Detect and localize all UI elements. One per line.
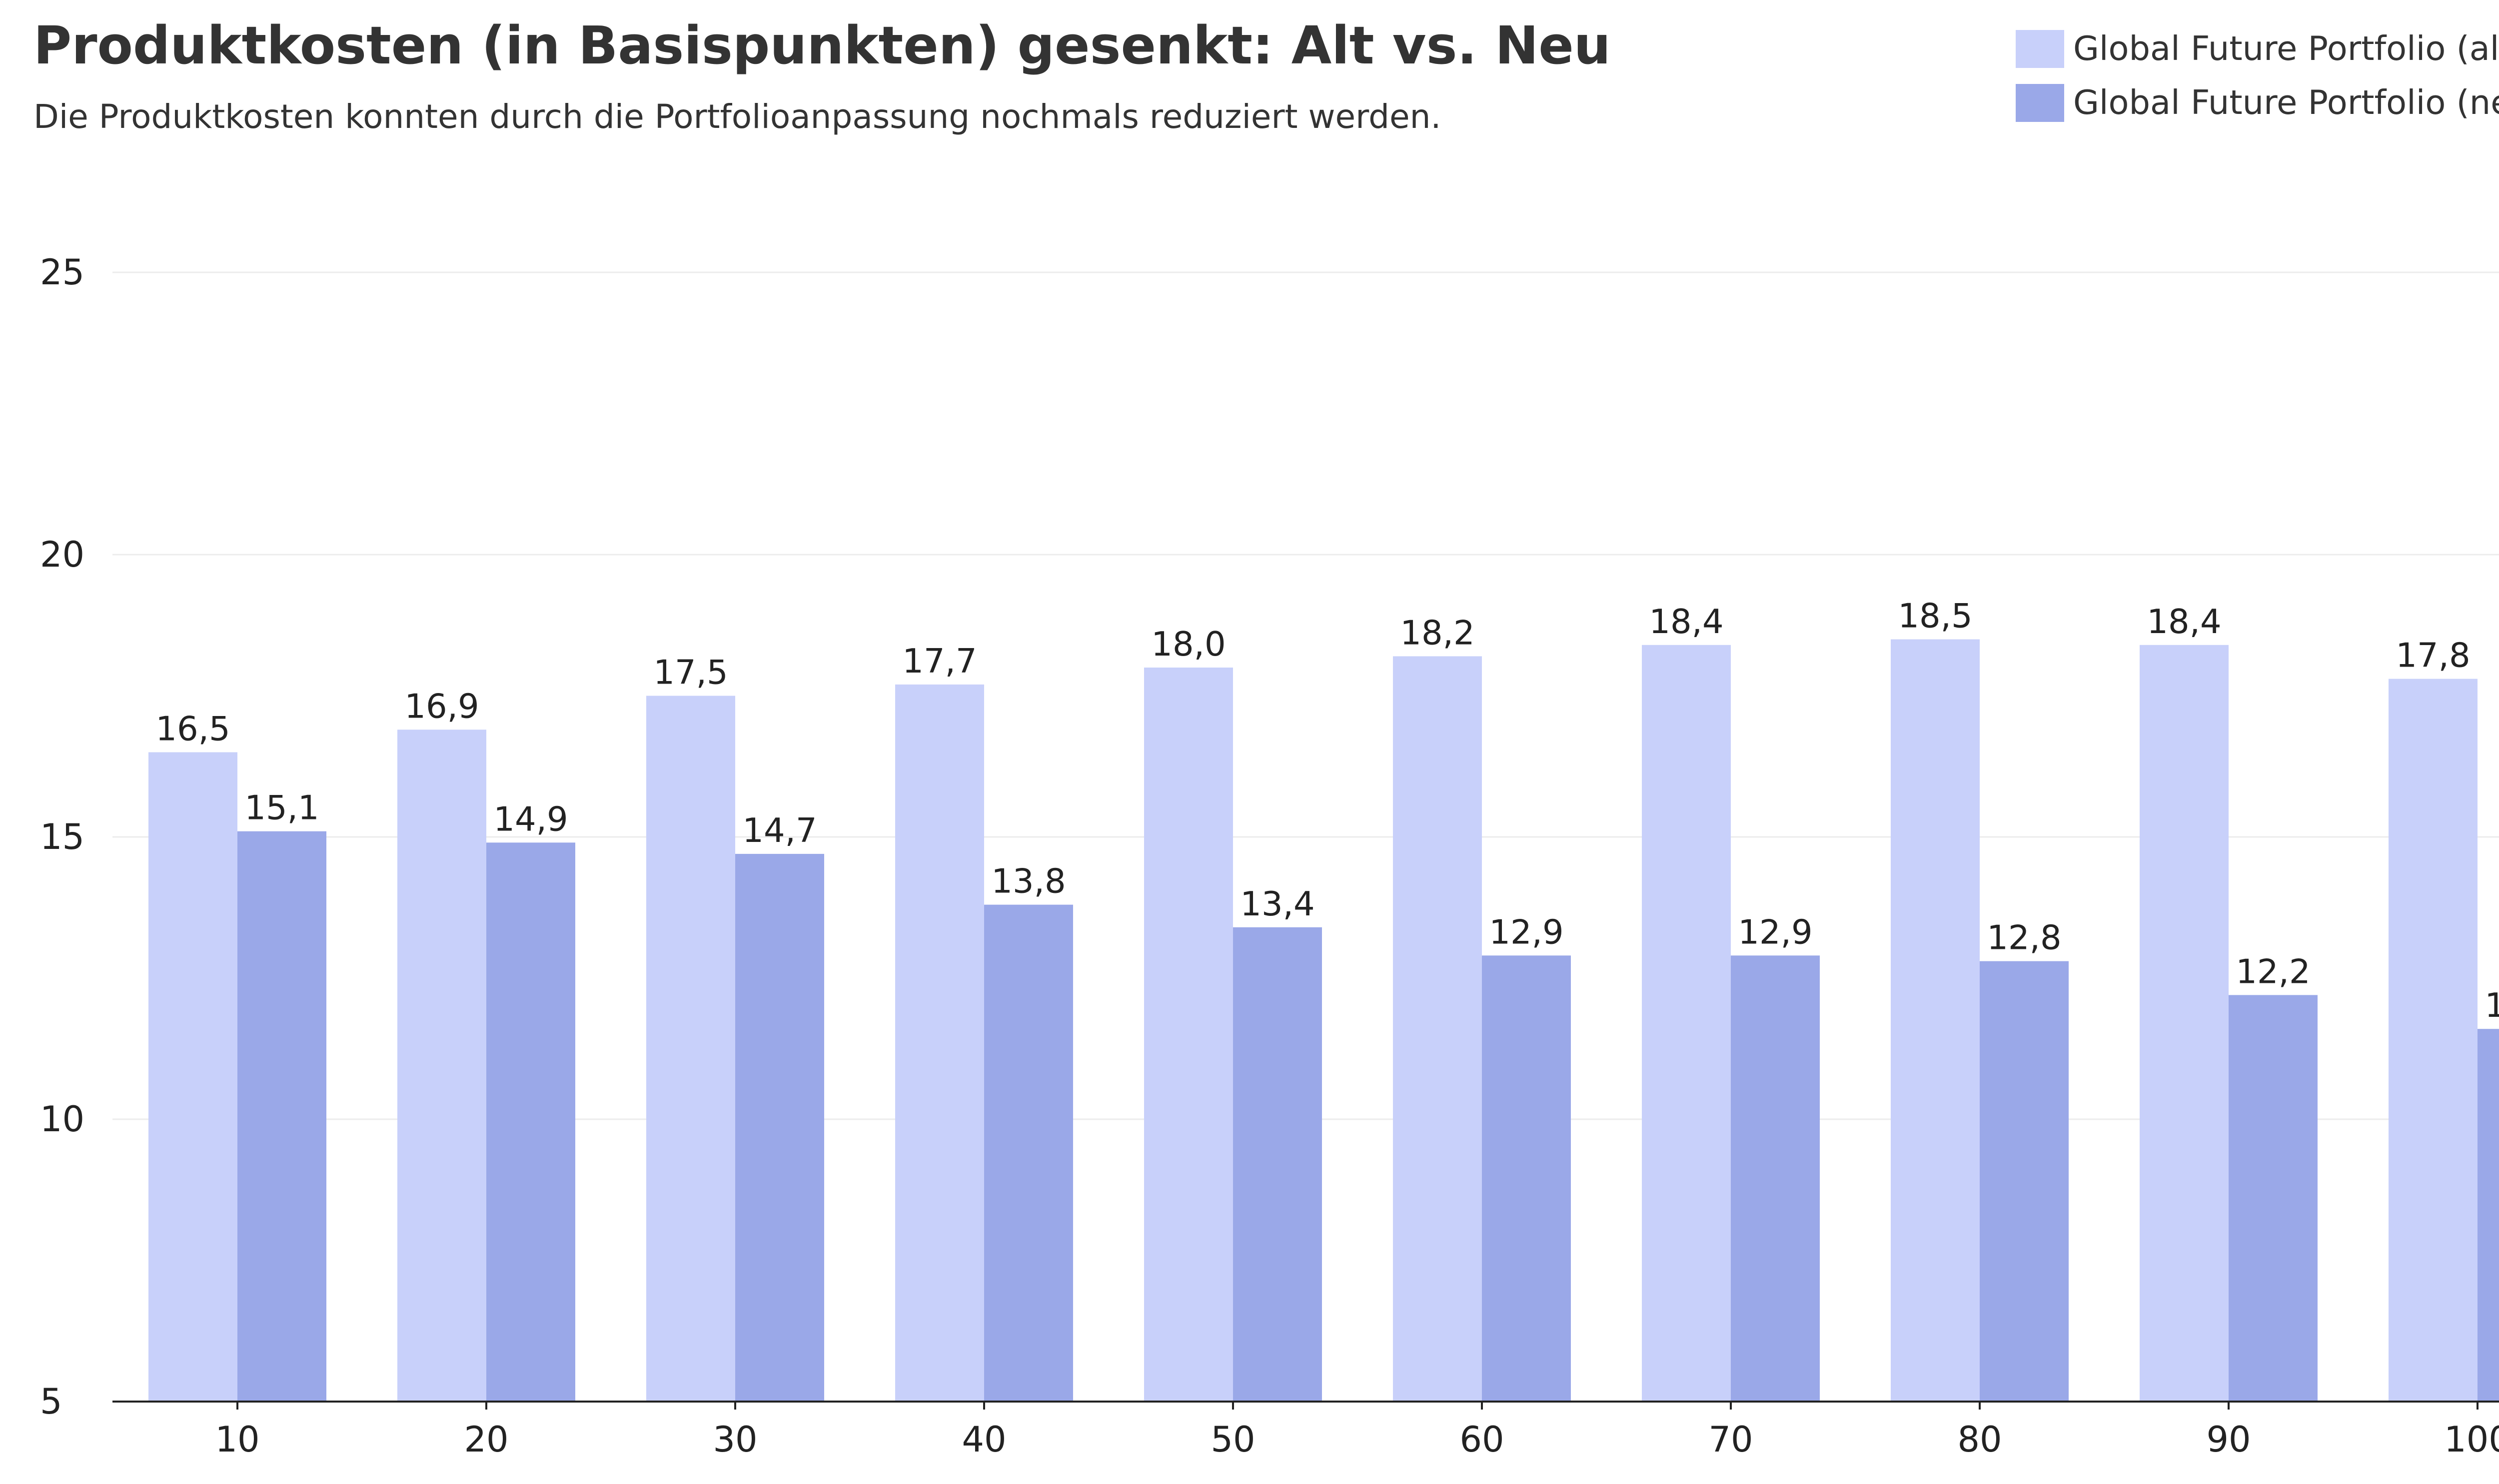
data-label-neu: 15,1: [244, 788, 319, 827]
bar-alt: [1393, 656, 1482, 1402]
x-tick-label: 40: [962, 1419, 1006, 1460]
bar-alt: [2140, 645, 2229, 1402]
bar-alt: [397, 730, 486, 1402]
bar-neu: [237, 831, 326, 1402]
x-tick-label: 90: [2206, 1419, 2251, 1460]
bar-neu: [486, 842, 575, 1402]
bar-neu: [984, 904, 1073, 1402]
data-label-alt: 16,5: [155, 710, 230, 748]
data-label-neu: 14,9: [493, 799, 568, 838]
data-label-alt: 18,2: [1400, 613, 1474, 652]
bar-alt: [1891, 639, 1980, 1402]
data-label-neu: 13,8: [991, 862, 1066, 901]
data-label-neu: 11,6: [2485, 986, 2499, 1025]
data-label-neu: 12,2: [2236, 952, 2310, 991]
x-tick-label: 30: [713, 1419, 757, 1460]
data-label-alt: 18,4: [2147, 602, 2221, 641]
x-tick-label: 50: [1211, 1419, 1255, 1460]
data-labels: 16,5 15,1 16,9 14,9 17,5 14,7 17,7 13,8 18,0 13,4…: [155, 597, 2499, 1025]
y-tick-label: 15: [40, 816, 84, 857]
x-tick-label: 70: [1708, 1419, 1753, 1460]
bar-neu: [1233, 927, 1322, 1402]
y-tick-label: 5: [40, 1381, 62, 1422]
data-label-alt: 16,9: [404, 687, 479, 726]
x-tick-label: 20: [464, 1419, 508, 1460]
data-label-neu: 14,7: [742, 811, 817, 850]
legend-swatch: [2016, 84, 2064, 122]
bar-neu: [1980, 961, 2069, 1402]
data-label-neu: 12,9: [1738, 912, 1812, 951]
bar-alt: [1642, 645, 1731, 1402]
data-label-alt: 18,4: [1649, 602, 1723, 641]
bar-alt: [895, 684, 984, 1402]
legend-swatch: [2016, 30, 2064, 68]
chart-title: Produktkosten (in Basispunkten) gesenkt:…: [33, 15, 1611, 76]
data-label-alt: 18,0: [1151, 625, 1226, 664]
bars: [148, 639, 2499, 1402]
bar-alt: [646, 696, 735, 1402]
data-label-alt: 17,7: [902, 642, 977, 681]
x-tick-label: 60: [1459, 1419, 1504, 1460]
chart-subtitle: Die Produktkosten konnten durch die Port…: [33, 97, 1441, 136]
legend: Global Future Portfolio (alt) Global Futu…: [2016, 29, 2499, 122]
y-tick-label: 25: [40, 252, 84, 293]
x-tick-label: 80: [1957, 1419, 2002, 1460]
y-tick-label: 20: [40, 534, 84, 575]
bar-neu: [1731, 955, 1820, 1402]
bar-neu: [735, 853, 824, 1402]
data-label-neu: 12,9: [1489, 912, 1563, 951]
data-label-neu: 12,8: [1987, 918, 2061, 957]
axes: 5 10 15 20 25 10 20 30 40 50 60 70 80 90 100: [40, 252, 2499, 1460]
x-tick-label: 100: [2444, 1419, 2499, 1460]
data-label-alt: 17,5: [653, 653, 728, 692]
y-tick-label: 10: [40, 1099, 84, 1140]
bar-neu: [2478, 1029, 2499, 1402]
bar-alt: [148, 752, 237, 1402]
data-label-alt: 17,8: [2396, 636, 2470, 675]
x-tick-label: 10: [215, 1419, 259, 1460]
data-label-alt: 18,5: [1898, 597, 1972, 636]
legend-label: Global Future Portfolio (neu): [2073, 83, 2499, 122]
bar-alt: [2389, 679, 2478, 1402]
data-label-neu: 13,4: [1240, 884, 1314, 923]
bar-neu: [1482, 955, 1571, 1402]
bar-alt: [1144, 668, 1233, 1402]
bar-neu: [2229, 995, 2318, 1402]
legend-label: Global Future Portfolio (alt): [2073, 29, 2499, 68]
